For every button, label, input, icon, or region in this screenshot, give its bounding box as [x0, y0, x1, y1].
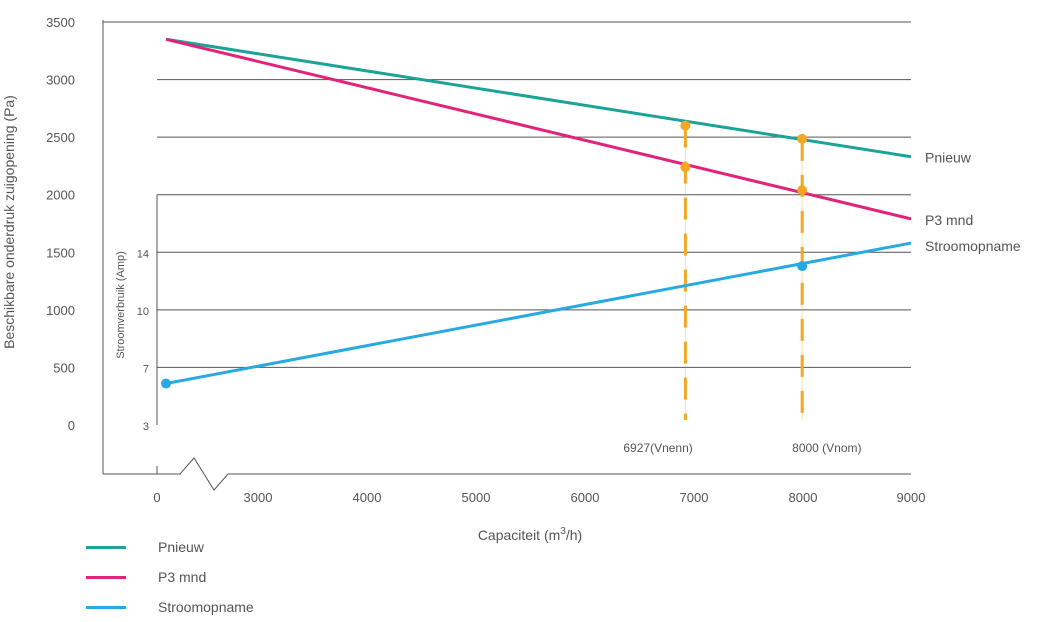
marker-layer	[161, 120, 808, 389]
data-point-marker	[797, 261, 808, 272]
vline-label: 6927(Vnenn)	[623, 441, 692, 455]
x-tick-label: 6000	[571, 490, 600, 505]
series-end-label: Pnieuw	[925, 150, 972, 166]
y-tick-label: 1500	[46, 245, 75, 260]
x-axis-title-prefix: Capaciteit (m	[478, 527, 560, 543]
x-tick-label: 9000	[897, 490, 926, 505]
data-point-marker	[680, 120, 691, 131]
y-tick-label: 3500	[46, 15, 75, 30]
series-line-p3-mnd	[165, 37, 912, 221]
y-tick-label: 0	[68, 418, 75, 433]
y-tick-label: 1000	[46, 303, 75, 318]
x-axis-title: Capaciteit (m3/h)	[478, 526, 582, 543]
data-point-marker	[161, 378, 171, 389]
legend-label-pnieuw: Pnieuw	[158, 539, 204, 555]
x-axis-line	[103, 457, 911, 491]
secondary-y-tick-label: 3	[143, 421, 149, 433]
legend-item-p3-mnd: P3 mnd	[86, 562, 254, 592]
secondary-y-axis-title: Stroomverbruik (Amp)	[115, 251, 127, 359]
legend-swatch-stroomopname	[86, 605, 126, 609]
x-tick-label: 8000	[789, 490, 818, 505]
legend-swatch-pnieuw	[86, 545, 126, 549]
x-tick-label: 5000	[462, 490, 491, 505]
x-axis-title-sup: 3	[560, 526, 566, 537]
data-point-marker	[797, 185, 808, 196]
legend-item-pnieuw: Pnieuw	[86, 532, 254, 562]
secondary-y-tick-label: 14	[137, 248, 149, 260]
data-point-marker	[797, 133, 808, 144]
series-layer	[165, 37, 912, 386]
legend-label-stroomopname: Stroomopname	[158, 599, 254, 615]
x-tick-label: 7000	[680, 490, 709, 505]
grid-layer	[157, 21, 911, 368]
y-axis-title: Beschikbare onderdruk zuigopening (Pa)	[1, 95, 17, 349]
series-end-label: P3 mnd	[925, 212, 973, 228]
secondary-y-tick-label: 7	[143, 363, 149, 375]
secondary-y-tick-label: 10	[137, 306, 149, 318]
legend: Pnieuw P3 mnd Stroomopname	[86, 532, 254, 622]
vline-label: 8000 (Vnom)	[792, 441, 861, 455]
x-axis-title-suffix: /h)	[566, 527, 582, 543]
y-tick-label: 500	[53, 360, 75, 375]
legend-item-stroomopname: Stroomopname	[86, 592, 254, 622]
x-tick-label: 4000	[353, 490, 382, 505]
series-line-pnieuw	[165, 37, 912, 159]
y-tick-label: 2000	[46, 188, 75, 203]
legend-swatch-p3-mnd	[86, 575, 126, 579]
series-end-label: Stroomopname	[925, 238, 1021, 254]
x-tick-label: 3000	[244, 490, 273, 505]
x-tick-label: 0	[153, 490, 160, 505]
data-point-marker	[680, 162, 691, 173]
series-line-stroomopname	[165, 241, 912, 386]
y-tick-label: 2500	[46, 130, 75, 145]
label-layer: Pnieuw P3 mnd Stroomopname	[925, 150, 1021, 254]
y-tick-label: 3000	[46, 73, 75, 88]
legend-label-p3-mnd: P3 mnd	[158, 569, 207, 585]
